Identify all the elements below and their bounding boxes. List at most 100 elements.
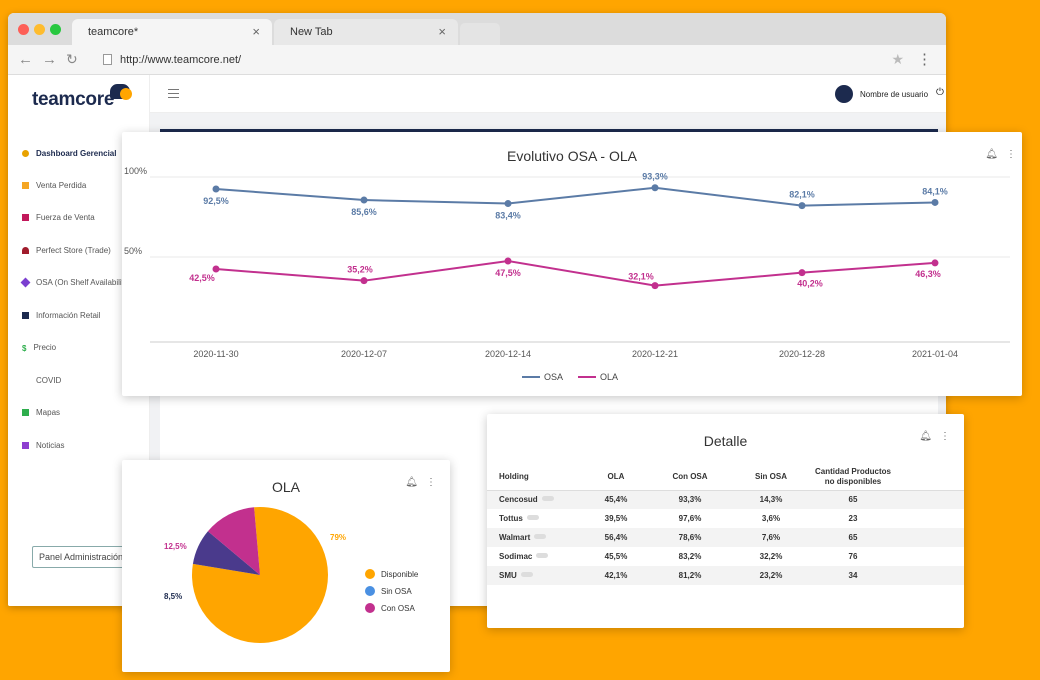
cell-sin-osa: 32,2% xyxy=(759,552,783,561)
close-tab-icon[interactable]: × xyxy=(252,24,260,39)
bookmark-star-icon[interactable]: ★ xyxy=(891,51,904,67)
col-cantidad: Cantidad Productos no disponibles xyxy=(807,464,899,491)
cell-holding: SMU xyxy=(487,566,587,585)
venta-perdida-icon xyxy=(22,182,29,189)
sidebar-item-osa[interactable]: OSA (On Shelf Availability) xyxy=(20,277,131,288)
close-tab-icon[interactable]: × xyxy=(438,24,446,39)
pie-value-label: 79% xyxy=(330,533,346,542)
data-label: 35,2% xyxy=(347,265,373,275)
user-avatar[interactable] xyxy=(835,85,853,103)
news-icon xyxy=(22,442,29,449)
col-holding: Holding xyxy=(487,464,587,491)
holding-tag xyxy=(520,572,533,577)
cell-cantidad: 23 xyxy=(848,514,858,523)
sidebar-item-fuerza-de-venta[interactable]: Fuerza de Venta xyxy=(22,213,95,222)
cell-empty xyxy=(899,490,964,509)
content-header-strip xyxy=(160,129,938,132)
sidebar-item-dashboard-gerencial[interactable]: Dashboard Gerencial xyxy=(22,149,116,158)
legend-swatch xyxy=(365,586,375,596)
maximize-window-button[interactable] xyxy=(50,24,61,35)
back-icon[interactable]: ← xyxy=(18,51,33,68)
data-label: 84,1% xyxy=(922,186,948,196)
briefcase-icon xyxy=(22,214,29,221)
username[interactable]: Nombre de usuario xyxy=(860,90,929,99)
table-row: SMU 42,1% 81,2% 23,2% 34 xyxy=(487,566,964,585)
data-label: 93,3% xyxy=(642,172,668,182)
more-icon[interactable]: ⋮ xyxy=(940,431,950,442)
sidebar-item-perfect-store[interactable]: Perfect Store (Trade) xyxy=(22,246,111,255)
bell-icon[interactable]: 🔔︎ xyxy=(985,149,998,160)
cell-ola: 45,5% xyxy=(604,552,628,561)
hamburger-menu-icon[interactable] xyxy=(168,89,179,98)
cell-cantidad: 34 xyxy=(807,566,899,585)
logo: teamcore xyxy=(32,89,115,110)
tab-bar: teamcore* × New Tab × xyxy=(8,13,946,45)
cell-sin-osa: 14,3% xyxy=(735,490,807,509)
data-label: 85,6% xyxy=(351,207,377,217)
data-point xyxy=(798,202,806,210)
cell-empty xyxy=(899,547,964,566)
line-chart-card: Evolutivo OSA - OLA 🔔︎ ⋮ 100% 50% 2020-11-3… xyxy=(122,132,1022,396)
cell-ola: 45,4% xyxy=(587,490,645,509)
sidebar-item-precio[interactable]: $ Precio xyxy=(22,343,57,353)
more-icon[interactable]: ⋮ xyxy=(1006,149,1016,160)
pie-slice-con-osa xyxy=(207,507,260,575)
data-point xyxy=(504,257,512,265)
bell-icon[interactable]: 🔔︎ xyxy=(405,477,418,488)
holding-tag xyxy=(541,496,554,502)
page-icon xyxy=(103,54,112,65)
minimize-window-button[interactable] xyxy=(34,24,45,35)
sidebar-item-covid[interactable]: COVID xyxy=(36,376,62,385)
sidebar-item-informacion-retail[interactable]: Información Retail xyxy=(22,311,100,320)
cell-holding: Cencosud xyxy=(487,490,587,509)
tab-label: teamcore* xyxy=(88,26,139,38)
sidebar-item-noticias[interactable]: Noticias xyxy=(22,441,64,450)
panel-administracion-button[interactable]: Panel Administración xyxy=(32,546,132,568)
bell-icon[interactable]: 🔔︎ xyxy=(919,431,932,442)
url-field[interactable]: http://www.teamcore.net/ xyxy=(120,54,242,66)
legend-label: OSA xyxy=(544,372,563,382)
cell-ola: 56,4% xyxy=(587,528,645,547)
series-line-osa xyxy=(215,186,936,207)
cell-holding: Walmart xyxy=(487,528,587,547)
close-window-button[interactable] xyxy=(18,24,29,35)
cell-cantidad: 76 xyxy=(848,552,858,561)
detail-title: Detalle xyxy=(703,433,748,449)
pie-value-label: 12,5% xyxy=(164,542,187,551)
forward-icon[interactable]: → xyxy=(42,51,57,68)
table-row: Walmart 56,4% 78,6% 7,6% 65 xyxy=(487,528,964,547)
tab-label: New Tab xyxy=(290,26,333,38)
tab-teamcore[interactable]: teamcore* × xyxy=(72,19,272,45)
cell-con-osa: 83,2% xyxy=(678,552,702,561)
x-tick-label: 2020-12-28 xyxy=(779,349,825,359)
app-header: Nombre de usuario ⏻ xyxy=(150,75,946,113)
legend-label: OLA xyxy=(600,372,618,382)
cell-con-osa: 81,2% xyxy=(645,566,735,585)
data-point xyxy=(651,184,659,192)
browser-menu-icon[interactable]: ⋮ xyxy=(917,51,932,68)
col-ola: OLA xyxy=(587,464,645,491)
table-row: Tottus 39,5% 97,6% 3,6% 23 xyxy=(487,509,964,528)
dollar-icon: $ xyxy=(22,344,27,353)
sidebar-item-venta-perdida[interactable]: Venta Perdida xyxy=(22,181,86,190)
data-point xyxy=(651,282,659,290)
pie-chart-card: OLA 🔔︎ ⋮ 79% 8,5% 12,5% Disponible Sin OSA Con… xyxy=(122,460,450,672)
tab-new-tab[interactable]: New Tab × xyxy=(274,19,458,45)
sidebar-item-mapas[interactable]: Mapas xyxy=(22,408,60,417)
cell-ola: 42,1% xyxy=(587,566,645,585)
data-label: 47,5% xyxy=(495,268,521,278)
power-icon[interactable]: ⏻ xyxy=(936,87,944,98)
data-label: 82,1% xyxy=(789,190,815,200)
pie-chart: 79% 8,5% 12,5% Disponible Sin OSA Con OSA xyxy=(164,507,419,643)
data-point xyxy=(931,259,939,267)
series-line-ola xyxy=(215,259,936,287)
legend-label: Sin OSA xyxy=(381,587,412,596)
detail-table-card: Detalle 🔔︎ ⋮ Holding OLA Con OSA Sin OSA … xyxy=(487,414,964,628)
reload-icon[interactable]: ↻ xyxy=(66,51,78,67)
cell-sin-osa: 7,6% xyxy=(735,528,807,547)
cell-cantidad: 65 xyxy=(807,490,899,509)
cell-ola: 39,5% xyxy=(604,514,628,523)
more-icon[interactable]: ⋮ xyxy=(426,477,436,488)
cell-holding: Sodimac xyxy=(487,547,587,566)
new-tab-button[interactable] xyxy=(460,23,500,45)
